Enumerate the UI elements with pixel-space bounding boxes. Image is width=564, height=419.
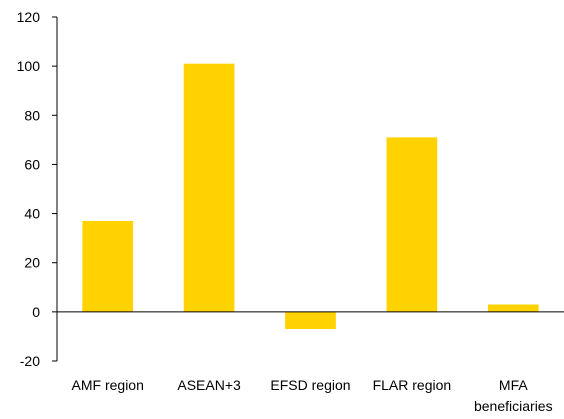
bar-asean-3 (183, 63, 235, 312)
y-tick-label: 80 (24, 107, 40, 123)
category-label-line: EFSD region (270, 377, 350, 393)
category-label-line: AMF region (72, 377, 144, 393)
y-tick-label: 100 (17, 58, 41, 74)
category-label: AMF region (72, 377, 144, 393)
y-tick-label: -20 (20, 353, 40, 369)
category-label: FLAR region (373, 377, 452, 393)
category-label: MFA beneficiaries (474, 377, 553, 414)
y-tick-label: 40 (24, 206, 40, 222)
y-tick-label: 20 (24, 255, 40, 271)
y-tick-label: 60 (24, 156, 40, 172)
bars (82, 63, 539, 330)
y-axis: -20 0 20 40 60 80 100 120 (17, 9, 58, 369)
y-tick-label: 0 (32, 304, 40, 320)
category-label: EFSD region (270, 377, 350, 393)
bar-amf-region (82, 220, 134, 312)
y-tick-label: 120 (17, 9, 41, 25)
category-label-line: FLAR region (373, 377, 452, 393)
category-label-line: beneficiaries (474, 398, 553, 414)
bar-efsd-region (285, 311, 336, 330)
bar-flar-region (386, 137, 438, 312)
bar-mfa-beneficiaries (487, 304, 539, 312)
category-label: ASEAN+3 (177, 377, 241, 393)
category-label-line: MFA (499, 377, 528, 393)
category-label-line: ASEAN+3 (177, 377, 241, 393)
category-labels: AMF region ASEAN+3 EFSD region FLAR region M… (72, 377, 553, 414)
